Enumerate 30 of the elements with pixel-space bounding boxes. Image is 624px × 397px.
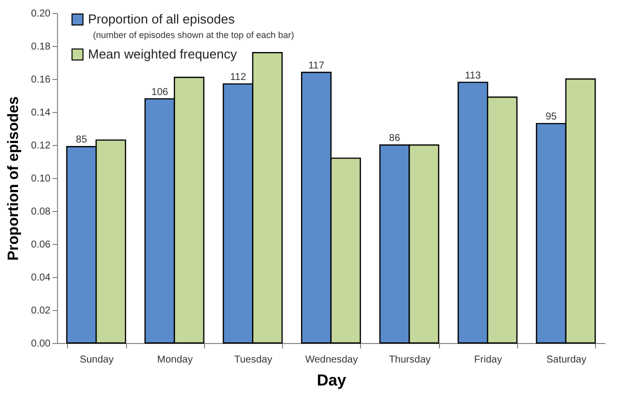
y-tick-label: 0.04 <box>31 272 51 284</box>
x-tick-label: Tuesday <box>234 354 272 366</box>
y-tick-label: 0.12 <box>31 140 51 152</box>
annotation: 113 <box>464 70 482 82</box>
x-axis-title: Day <box>316 372 346 390</box>
annotation: 95 <box>546 112 558 123</box>
y-tick-label: 0.10 <box>31 174 51 184</box>
annotation: 85 <box>76 134 88 146</box>
x-tick-label: Saturday <box>546 354 586 366</box>
x-tick-label: Wednesday <box>305 354 358 366</box>
y-tick-label: 0.00 <box>31 338 51 350</box>
x-tick-label: Monday <box>157 354 193 366</box>
annotation: 86 <box>389 133 401 144</box>
y-tick-label: 0.20 <box>31 8 51 20</box>
x-tick-label: Friday <box>474 354 502 366</box>
y-tick-label: 0.18 <box>31 42 51 52</box>
annotation: 106 <box>151 86 169 98</box>
y-tick-label: 0.14 <box>31 108 51 118</box>
y-tick-label: 0.02 <box>31 306 51 316</box>
annotation: 112 <box>230 72 246 83</box>
y-tick-label: 0.16 <box>31 74 51 86</box>
x-tick-label: Sunday <box>80 354 114 366</box>
annotation: 117 <box>308 60 325 72</box>
y-tick-label: 0.08 <box>31 206 51 218</box>
legend-label: Proportion of all episodes <box>88 12 236 26</box>
y-axis-title: Proportion of episodes <box>5 96 22 261</box>
y-tick-label: 0.06 <box>31 240 51 250</box>
annotation: (number of episodes shown at the top of each bar) <box>93 30 294 40</box>
legend-label: Mean weighted frequency <box>88 46 238 62</box>
x-tick-label: Thursday <box>388 354 431 366</box>
